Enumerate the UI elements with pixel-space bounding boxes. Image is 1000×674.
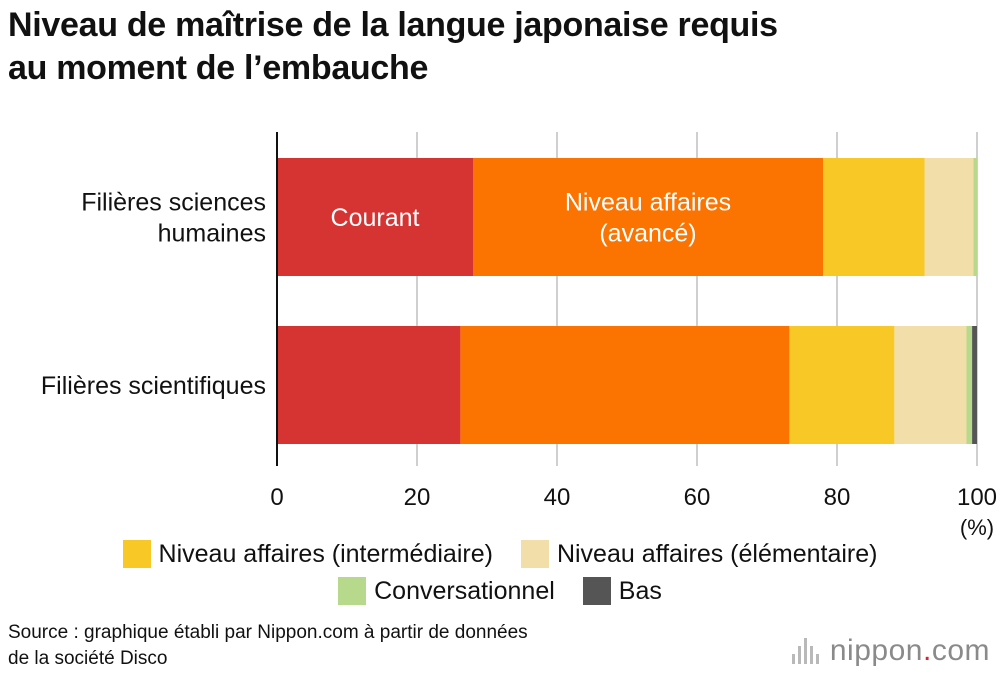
- source-note: Source : graphique établi par Nippon.com…: [8, 620, 528, 672]
- chart-title: Niveau de maîtrise de la langue japonais…: [8, 4, 988, 90]
- legend-label-conversationnel: Conversationnel: [374, 577, 555, 605]
- bar-segment-0-3: [924, 158, 974, 276]
- legend-row-2: Conversationnel Bas: [0, 576, 1000, 606]
- x-tick-label-1: 20: [404, 484, 431, 511]
- legend-label-elementaire: Niveau affaires (élémentaire): [556, 540, 878, 568]
- legend-swatch-elementaire: [520, 540, 549, 568]
- category-label-0-line-0: Filières sciences: [81, 189, 266, 217]
- bar-segment-0-0: [277, 158, 473, 276]
- bar-segment-0-4: [973, 158, 977, 276]
- bar-segment-1-1: [460, 326, 790, 444]
- stacked-bar-chart: Courant Niveau affaires (avancé) 0 20 40 60 80…: [41, 132, 997, 540]
- bar-segment-1-0: [277, 326, 461, 444]
- nippon-logo-dot: .: [922, 634, 932, 667]
- bar-segment-0-1: [473, 158, 823, 276]
- nippon-logo-icon: [791, 638, 822, 664]
- x-tick-label-5: 100: [957, 484, 997, 511]
- bar-label-0-line-0: Courant: [331, 204, 420, 232]
- x-unit-label: (%): [960, 515, 994, 540]
- x-tick-label-4: 80: [824, 484, 851, 511]
- legend-swatch-bas: [582, 577, 611, 605]
- nippon-logo-suffix: com: [931, 634, 990, 667]
- source-line-1: Source : graphique établi par Nippon.com…: [8, 622, 528, 643]
- legend-row-1: Niveau affaires (intermédiaire) Niveau a…: [0, 539, 1000, 569]
- category-label-1-line-0: Filières scientifiques: [41, 372, 266, 400]
- legend-label-bas: Bas: [618, 577, 662, 605]
- x-tick-label-2: 40: [544, 484, 571, 511]
- legend-item-elementaire: Niveau affaires (élémentaire): [520, 539, 878, 569]
- bar-segment-1-2: [789, 326, 895, 444]
- legend-swatch-intermediaire: [122, 540, 151, 568]
- bar-segment-1-3: [894, 326, 967, 444]
- bar-segment-1-4: [966, 326, 973, 444]
- bar-segments: [277, 158, 977, 444]
- x-axis: 0 20 40 60 80 100 (%): [270, 132, 997, 540]
- category-labels: Filières sciences humaines Filières scient…: [41, 189, 266, 401]
- bar-label-1-line-1: (avancé): [599, 220, 696, 248]
- nippon-logo-name: nippon: [829, 634, 923, 667]
- bar-segment-1-5: [972, 326, 977, 444]
- legend-item-intermediaire: Niveau affaires (intermédiaire): [122, 539, 493, 569]
- bar-label-1-line-0: Niveau affaires: [565, 189, 731, 217]
- legend-item-conversationnel: Conversationnel: [338, 576, 555, 606]
- x-tick-label-0: 0: [270, 484, 283, 511]
- nippon-logo: nippon. com: [791, 634, 990, 668]
- bar-labels: Courant Niveau affaires (avancé): [331, 189, 732, 248]
- legend-item-bas: Bas: [582, 576, 662, 606]
- bar-segment-0-2: [823, 158, 925, 276]
- x-tick-label-3: 60: [684, 484, 711, 511]
- category-label-0-line-1: humaines: [158, 220, 266, 248]
- legend-label-intermediaire: Niveau affaires (intermédiaire): [158, 540, 493, 568]
- source-line-2: de la société Disco: [8, 648, 168, 669]
- legend-swatch-conversationnel: [338, 577, 367, 605]
- chart-title-line-1: Niveau de maîtrise de la langue japonais…: [8, 6, 778, 44]
- chart-title-line-2: au moment de l’embauche: [8, 49, 429, 87]
